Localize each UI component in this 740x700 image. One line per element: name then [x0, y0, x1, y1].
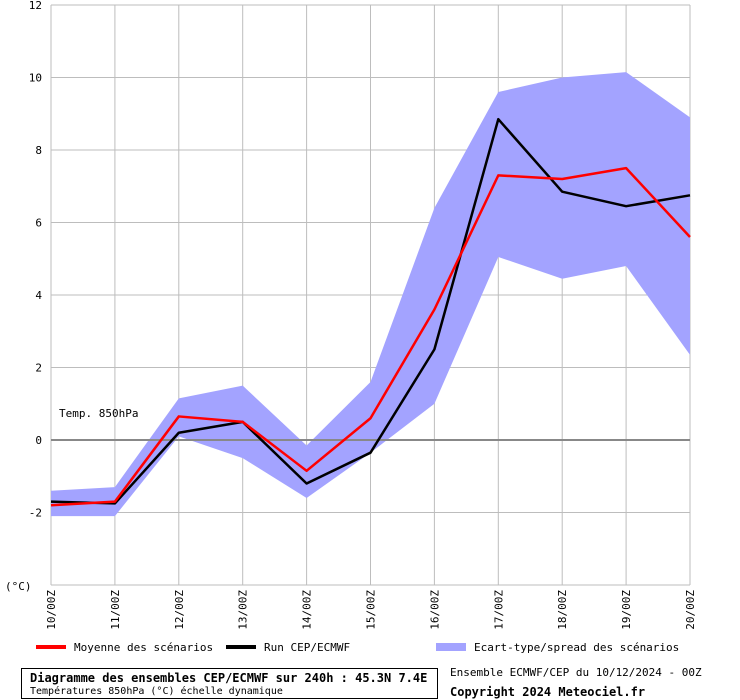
y-tick-label: 4: [35, 289, 42, 302]
legend-swatch-mean: [36, 645, 66, 649]
spread-band-area: [51, 72, 690, 517]
series-line-run: [50, 117, 691, 505]
y-tick-label: 8: [35, 144, 42, 157]
y-tick-label: 0: [35, 434, 42, 447]
x-axis-ticks: 10/00Z 11/00Z 12/00Z 13/00Z 14/00Z 15/00Z 16/0…: [45, 590, 697, 630]
y-tick-label: -2: [29, 507, 42, 520]
x-tick-label: 18/00Z: [556, 590, 569, 630]
x-tick-label: 14/00Z: [301, 590, 314, 630]
x-tick-label: 13/00Z: [237, 590, 250, 630]
x-tick-label: 11/00Z: [109, 590, 122, 630]
x-tick-label: 12/00Z: [173, 590, 186, 630]
legend-label-run: Run CEP/ECMWF: [264, 640, 351, 654]
x-tick-label: 10/00Z: [45, 590, 58, 630]
legend-swatch-spread: [436, 643, 466, 651]
legend-item-spread: Ecart-type/spread des scénarios: [436, 640, 679, 654]
legend-label-spread: Ecart-type/spread des scénarios: [474, 640, 680, 654]
x-tick-label: 16/00Z: [428, 590, 441, 630]
footer-subtitle: Températures 850hPa (°C) échelle dynamiq…: [30, 686, 283, 697]
x-tick-label: 15/00Z: [365, 590, 378, 630]
legend-item-run: Run CEP/ECMWF: [226, 640, 350, 654]
ensemble-chart: -2 0 2 4 6 8 10 12 10/00Z 11/00Z 12/00Z 13/00Z 14/0…: [5, 0, 697, 630]
y-axis-ticks: -2 0 2 4 6 8 10 12: [29, 0, 43, 520]
series-lines: [50, 117, 691, 507]
legend-label-mean: Moyenne des scénarios: [74, 640, 214, 654]
y-tick-label: 6: [35, 217, 42, 230]
x-tick-label: 19/00Z: [620, 590, 633, 630]
legend-item-mean: Moyenne des scénarios: [36, 640, 213, 654]
spread-band: [51, 72, 690, 517]
footer-title: Diagramme des ensembles CEP/ECMWF sur 24…: [30, 671, 428, 685]
x-tick-label: 17/00Z: [492, 590, 505, 630]
footer-run-info: Ensemble ECMWF/CEP du 10/12/2024 - 00Z: [450, 666, 702, 679]
x-tick-label: 20/00Z: [684, 590, 697, 630]
legend-swatch-run: [226, 645, 256, 649]
y-tick-label: 12: [29, 0, 42, 12]
footer-copyright: Copyright 2024 Meteociel.fr: [450, 685, 646, 699]
footer-title-box: Diagramme des ensembles CEP/ECMWF sur 24…: [21, 668, 438, 699]
y-tick-label: 2: [35, 362, 42, 375]
series-line-mean: [50, 166, 691, 507]
y-axis-unit-label: (°C): [5, 580, 32, 593]
chart-annotation: Temp. 850hPa: [59, 407, 138, 420]
y-tick-label: 10: [29, 72, 42, 85]
